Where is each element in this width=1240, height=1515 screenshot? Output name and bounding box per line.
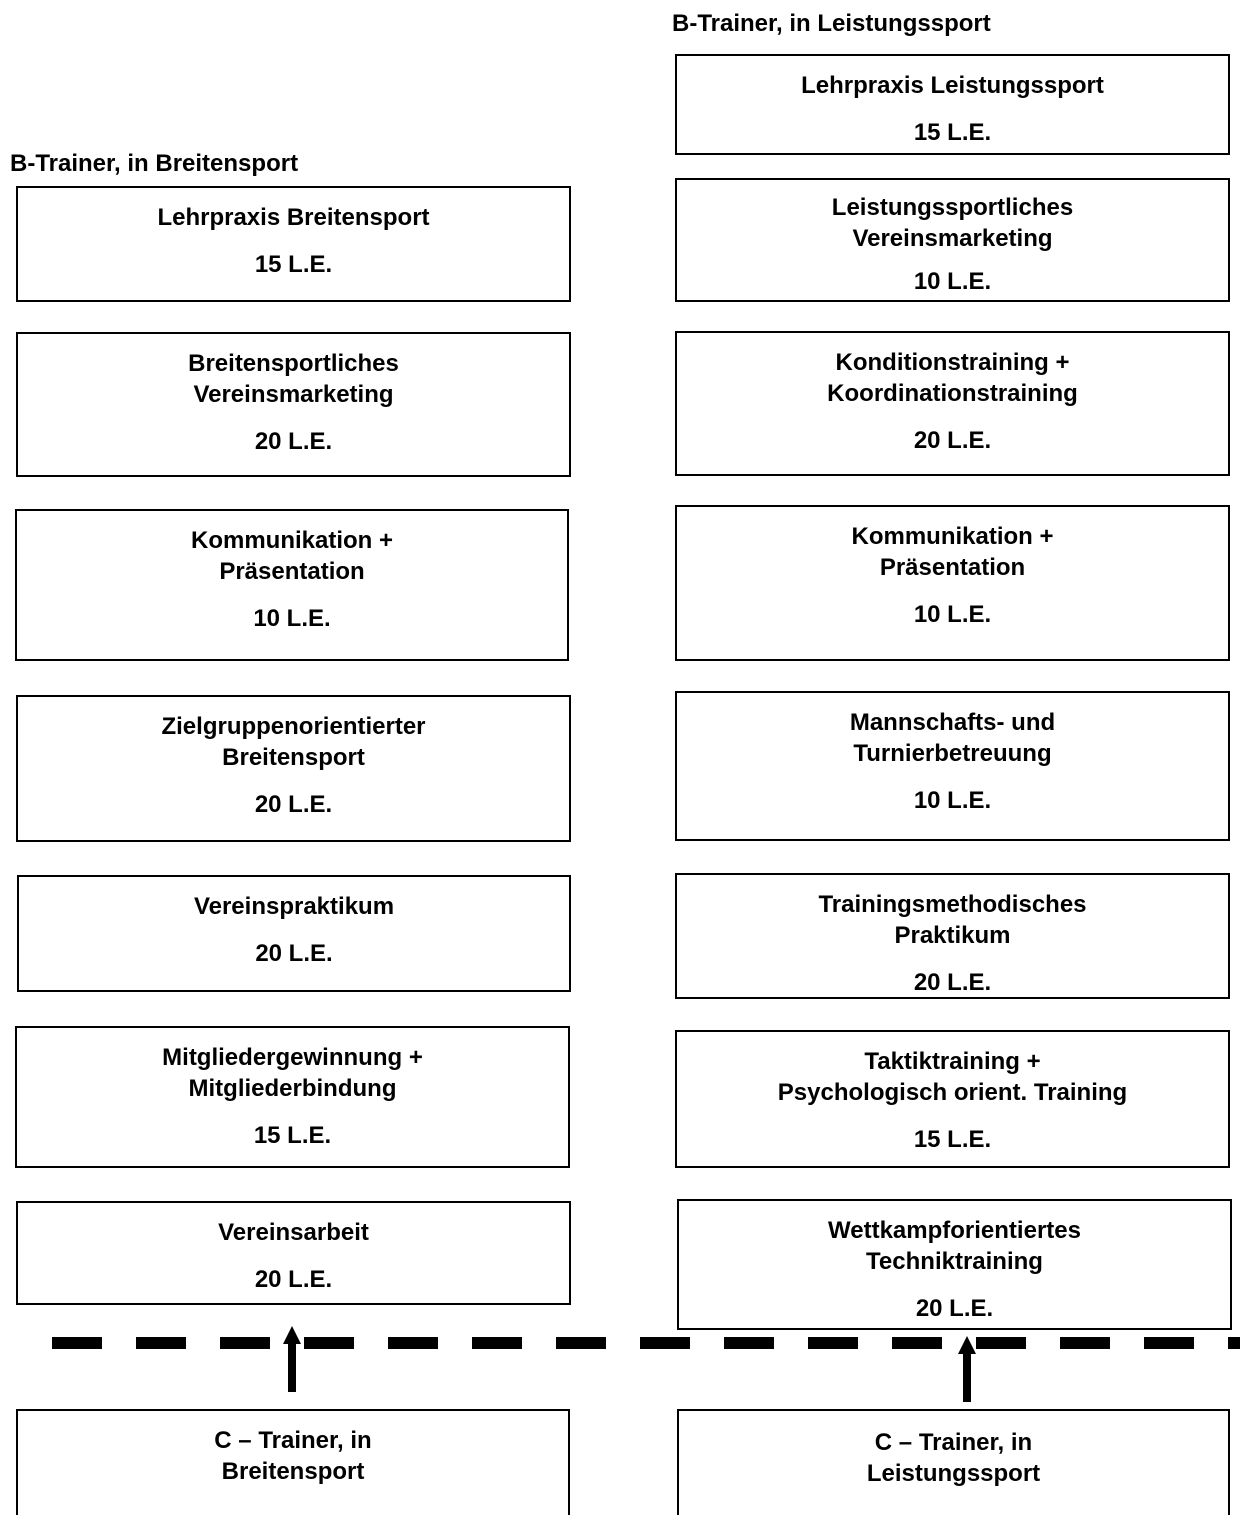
- module-title: Breitensportliches Vereinsmarketing: [188, 350, 399, 408]
- module-units: 10 L.E.: [253, 605, 331, 632]
- module-box-mannschafts-turnierbetreuung: Mannschafts- und Turnierbetreuung 10 L.E.: [675, 691, 1230, 841]
- module-title: Kommunikation + Präsentation: [190, 527, 394, 585]
- module-box-zielgruppenorientierter-breitensport: Zielgruppenorientierter Breitensport 20 L…: [16, 695, 571, 842]
- module-box-vereinspraktikum: Vereinspraktikum 20 L.E.: [17, 875, 571, 992]
- module-box-kommunikation-praesentation-left: Kommunikation + Präsentation 10 L.E.: [15, 509, 569, 661]
- module-box-mitgliedergewinnung-mitgliederbindung: Mitgliedergewinnung + Mitgliederbindung 1…: [15, 1026, 570, 1168]
- prerequisite-title: C – Trainer, in Leistungssport: [866, 1429, 1041, 1487]
- module-units: 20 L.E.: [915, 1295, 994, 1322]
- prerequisite-box-c-trainer-breitensport: C – Trainer, in Breitensport: [16, 1409, 570, 1515]
- module-title: Mitgliedergewinnung + Mitgliederbindung: [162, 1044, 423, 1102]
- module-units: 20 L.E.: [254, 1266, 333, 1293]
- module-box-breitensportliches-vereinsmarketing: Breitensportliches Vereinsmarketing 20 L.…: [16, 332, 571, 477]
- module-units: 20 L.E.: [255, 940, 333, 967]
- module-units: 20 L.E.: [254, 428, 333, 455]
- prerequisite-title: C – Trainer, in Breitensport: [214, 1427, 372, 1485]
- module-units: 15 L.E.: [913, 119, 992, 146]
- module-units: 15 L.E.: [913, 1126, 992, 1153]
- module-title: Mannschafts- und Turnierbetreuung: [849, 709, 1056, 767]
- module-box-taktiktraining-psychologisch: Taktiktraining + Psychologisch orient. Tr…: [675, 1030, 1230, 1168]
- module-units: 20 L.E.: [913, 969, 992, 996]
- module-title: Kommunikation + Präsentation: [851, 523, 1054, 581]
- module-box-vereinsarbeit: Vereinsarbeit 20 L.E.: [16, 1201, 571, 1305]
- arrow-up-icon: [958, 1336, 976, 1402]
- module-title: Lehrpraxis Leistungssport: [801, 72, 1104, 99]
- module-box-wettkampforientiertes-techniktraining: Wettkampforientiertes Techniktraining 20 …: [677, 1199, 1232, 1330]
- left-column-heading: B-Trainer, in Breitensport: [10, 150, 299, 177]
- dashed-separator-line: [52, 1337, 1240, 1349]
- prerequisite-box-c-trainer-leistungssport: C – Trainer, in Leistungssport: [677, 1409, 1230, 1515]
- module-title: Konditionstraining + Koordinationstrainin…: [827, 349, 1078, 407]
- right-column-heading: B-Trainer, in Leistungssport: [672, 10, 991, 37]
- module-units: 10 L.E.: [913, 787, 992, 814]
- module-box-leistungssportliches-vereinsmarketing: Leistungssportliches Vereinsmarketing 10 …: [675, 178, 1230, 302]
- module-title: Zielgruppenorientierter Breitensport: [161, 713, 426, 771]
- module-units: 10 L.E.: [913, 268, 992, 295]
- module-units: 20 L.E.: [913, 427, 992, 454]
- module-units: 10 L.E.: [913, 601, 992, 628]
- module-box-kommunikation-praesentation-right: Kommunikation + Präsentation 10 L.E.: [675, 505, 1230, 661]
- module-title: Leistungssportliches Vereinsmarketing: [831, 194, 1074, 252]
- module-units: 15 L.E.: [254, 251, 333, 278]
- arrow-up-icon: [283, 1326, 301, 1392]
- module-box-lehrpraxis-breitensport: Lehrpraxis Breitensport 15 L.E.: [16, 186, 571, 302]
- module-title: Taktiktraining + Psychologisch orient. Tr…: [777, 1048, 1128, 1106]
- module-units: 20 L.E.: [254, 791, 333, 818]
- module-title: Lehrpraxis Breitensport: [157, 204, 430, 231]
- module-title: Vereinspraktikum: [193, 893, 395, 920]
- module-box-konditionstraining-koordinationstraining: Konditionstraining + Koordinationstrainin…: [675, 331, 1230, 476]
- module-box-lehrpraxis-leistungssport: Lehrpraxis Leistungssport 15 L.E.: [675, 54, 1230, 155]
- module-title: Wettkampforientiertes Techniktraining: [828, 1217, 1081, 1275]
- module-units: 15 L.E.: [253, 1122, 332, 1149]
- module-box-trainingsmethodisches-praktikum: Trainingsmethodisches Praktikum 20 L.E.: [675, 873, 1230, 999]
- module-title: Vereinsarbeit: [218, 1219, 369, 1246]
- module-title: Trainingsmethodisches Praktikum: [818, 891, 1087, 949]
